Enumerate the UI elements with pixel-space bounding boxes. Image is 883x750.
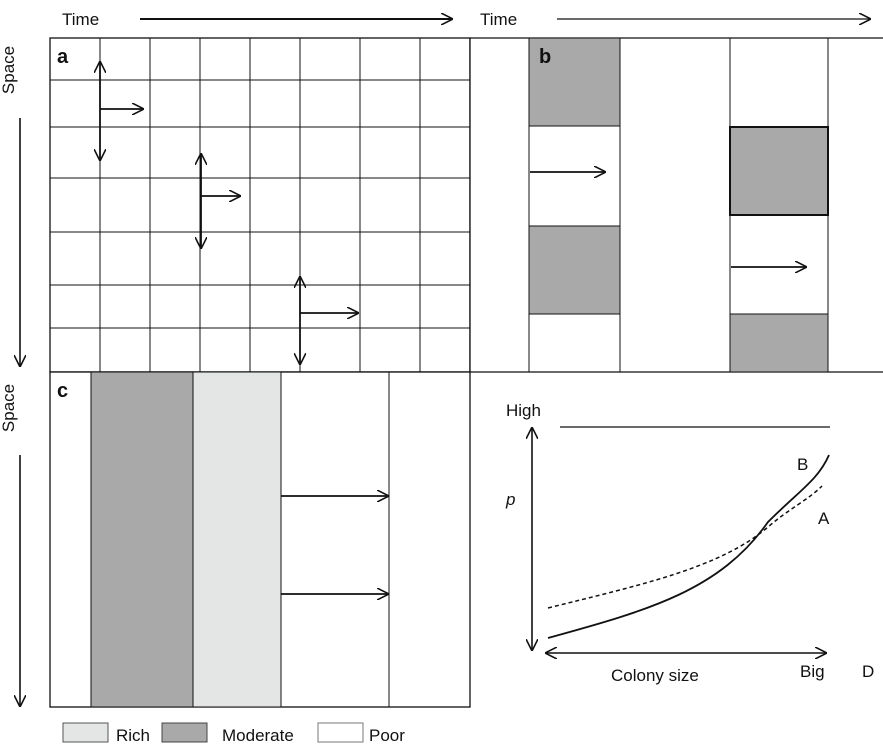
panel-b: b <box>469 37 883 373</box>
patch-moderate-b4 <box>729 313 829 373</box>
x-axis-label: Colony size <box>611 666 699 685</box>
panel-c: c <box>49 371 471 708</box>
panel-b-letter: b <box>539 46 551 68</box>
patch-moderate-b3 <box>729 126 829 216</box>
y-high-label: High <box>506 401 541 420</box>
panel-d-letter: D <box>862 662 874 681</box>
x-big-label: Big <box>800 662 825 681</box>
curve-b <box>547 454 830 639</box>
patch-moderate-b2 <box>528 225 621 315</box>
panel-a-letter: a <box>57 46 69 68</box>
time-label-right: Time <box>480 10 517 29</box>
dispersal-arrows-a1 <box>100 62 143 160</box>
legend-label-moderate: Moderate <box>222 726 294 745</box>
dispersal-arrows-a3 <box>300 277 358 364</box>
legend-label-rich: Rich <box>116 726 150 745</box>
legend-label-poor: Poor <box>369 726 405 745</box>
panel-a-grid <box>50 38 470 372</box>
legend-swatch-moderate <box>161 722 208 743</box>
band-rich <box>192 371 282 708</box>
patch-moderate-b1 <box>528 37 621 127</box>
panel-a-frame <box>49 37 471 373</box>
space-label-bottom: Space <box>0 384 18 432</box>
y-var-label: p <box>505 490 515 509</box>
curve-b-label: B <box>797 455 808 474</box>
legend: Rich Moderate Poor <box>62 722 405 745</box>
legend-swatch-poor <box>317 722 364 743</box>
time-label-left: Time <box>62 10 99 29</box>
space-label-top: Space <box>0 46 18 94</box>
curve-a-label: A <box>818 509 830 528</box>
curve-a <box>547 485 823 609</box>
panel-c-letter: c <box>57 380 68 402</box>
dispersal-arrows-a2 <box>201 154 240 248</box>
panel-a: a <box>49 37 471 373</box>
legend-swatch-rich <box>62 722 109 743</box>
panel-d: High p B A Colony size Big D <box>505 401 874 685</box>
band-moderate <box>90 371 194 708</box>
